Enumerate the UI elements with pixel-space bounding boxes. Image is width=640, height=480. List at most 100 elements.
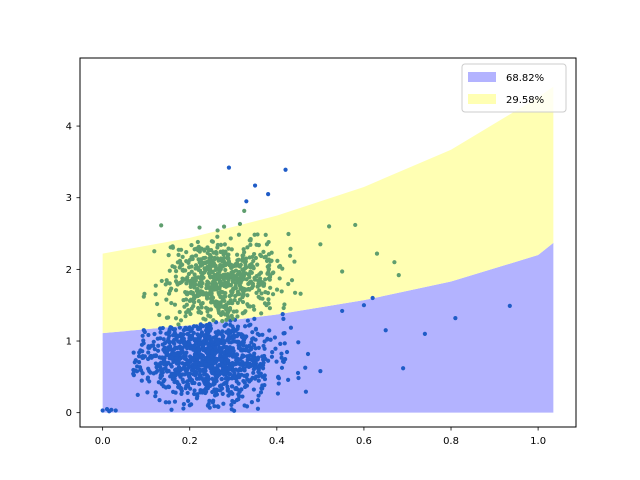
series-1-point — [191, 330, 196, 336]
series-1-point — [305, 351, 311, 357]
series-1-point — [135, 364, 140, 369]
series-1-point — [206, 348, 211, 353]
series-1-point — [157, 398, 162, 403]
series-1-point — [256, 378, 261, 383]
series-1-point — [262, 373, 267, 378]
series-1-point — [318, 369, 323, 374]
series-1-point — [179, 388, 184, 394]
series-2-point — [234, 309, 239, 314]
series-2-point — [194, 246, 199, 251]
series-1-point — [218, 388, 223, 393]
series-1-point — [222, 380, 228, 386]
series-2-point — [159, 278, 164, 284]
series-1-point — [230, 398, 235, 404]
points-layer — [100, 165, 512, 414]
series-1-point — [221, 401, 226, 406]
series-2-point — [223, 290, 228, 296]
series-2-point — [209, 239, 214, 244]
series-1-point — [279, 351, 284, 356]
series-2-point — [164, 278, 169, 283]
series-2-point — [187, 298, 192, 303]
series-2-point — [182, 277, 187, 282]
series-1-point — [140, 355, 145, 361]
series-2-point — [184, 259, 189, 264]
series-2-point — [200, 301, 205, 306]
series-1-point — [172, 346, 177, 352]
series-1-point — [233, 376, 238, 381]
series-2-point — [185, 292, 190, 297]
series-1-point — [202, 366, 208, 372]
series-2-point — [259, 311, 264, 316]
series-1-point — [146, 332, 151, 338]
series-1-point — [268, 337, 273, 342]
series-2-point — [246, 281, 251, 287]
series-2-point — [225, 256, 230, 261]
y-tick-label: 2 — [66, 265, 72, 276]
series-1-point — [282, 341, 287, 346]
series-2-point — [282, 302, 287, 307]
series-2-point — [286, 281, 291, 287]
series-2-point — [244, 277, 249, 282]
series-2-point — [240, 256, 245, 261]
series-1-point — [260, 366, 266, 371]
series-1-point — [172, 399, 178, 404]
series-2-point — [231, 286, 237, 291]
series-1-point — [263, 356, 268, 362]
series-2-point — [227, 305, 233, 311]
series-1-point — [171, 359, 176, 365]
series-2-point — [247, 238, 252, 243]
series-2-point — [186, 271, 192, 277]
series-1-point — [220, 329, 225, 334]
series-2-point — [288, 246, 293, 251]
series-2-point — [289, 278, 295, 283]
series-2-point — [152, 249, 157, 254]
series-1-point — [269, 354, 275, 359]
series-2-point — [195, 239, 200, 245]
series-2-point — [279, 289, 284, 294]
series-1-point — [252, 316, 257, 322]
series-1-point — [176, 339, 181, 344]
series-2-point — [213, 280, 218, 285]
series-1-point — [262, 376, 268, 382]
series-2-point — [202, 248, 207, 253]
series-2-point — [188, 282, 193, 287]
series-1-point — [146, 345, 151, 350]
series-1-point — [209, 369, 214, 374]
series-1-point — [197, 373, 202, 378]
series-1-point — [113, 408, 118, 413]
legend-label: 68.82% — [506, 73, 544, 84]
series-2-point — [242, 208, 247, 214]
series-2-point — [267, 263, 272, 268]
series-2-point — [205, 283, 210, 288]
series-1-point — [165, 339, 170, 344]
series-1-point — [187, 374, 192, 380]
series-2-point — [176, 252, 181, 257]
series-1-point — [279, 355, 284, 360]
series-1-point — [235, 324, 241, 329]
series-1-point — [168, 325, 173, 330]
series-1-point — [296, 375, 301, 381]
series-1-point — [165, 368, 170, 373]
series-2-point — [177, 309, 182, 315]
series-2-point — [243, 309, 248, 314]
series-1-point — [145, 390, 150, 395]
series-1-point — [239, 367, 244, 373]
x-axis: 0.0 0.2 0.4 0.6 0.8 1.0 — [95, 427, 546, 447]
series-2-point — [287, 253, 293, 258]
series-1-point — [160, 342, 165, 347]
series-2-point — [267, 306, 272, 311]
series-1-point — [227, 371, 233, 377]
series-2-point — [235, 300, 240, 305]
series-2-point — [236, 232, 242, 237]
series-1-point — [226, 165, 232, 170]
legend-label: 29.58% — [506, 95, 544, 106]
series-2-point — [221, 255, 227, 261]
series-1-point — [232, 362, 237, 367]
series-1-point — [140, 333, 145, 338]
series-1-point — [191, 324, 197, 329]
series-2-point — [234, 263, 239, 268]
series-1-point — [256, 355, 261, 360]
series-2-point — [153, 292, 158, 297]
series-2-point — [172, 302, 178, 307]
series-1-point — [243, 361, 248, 366]
